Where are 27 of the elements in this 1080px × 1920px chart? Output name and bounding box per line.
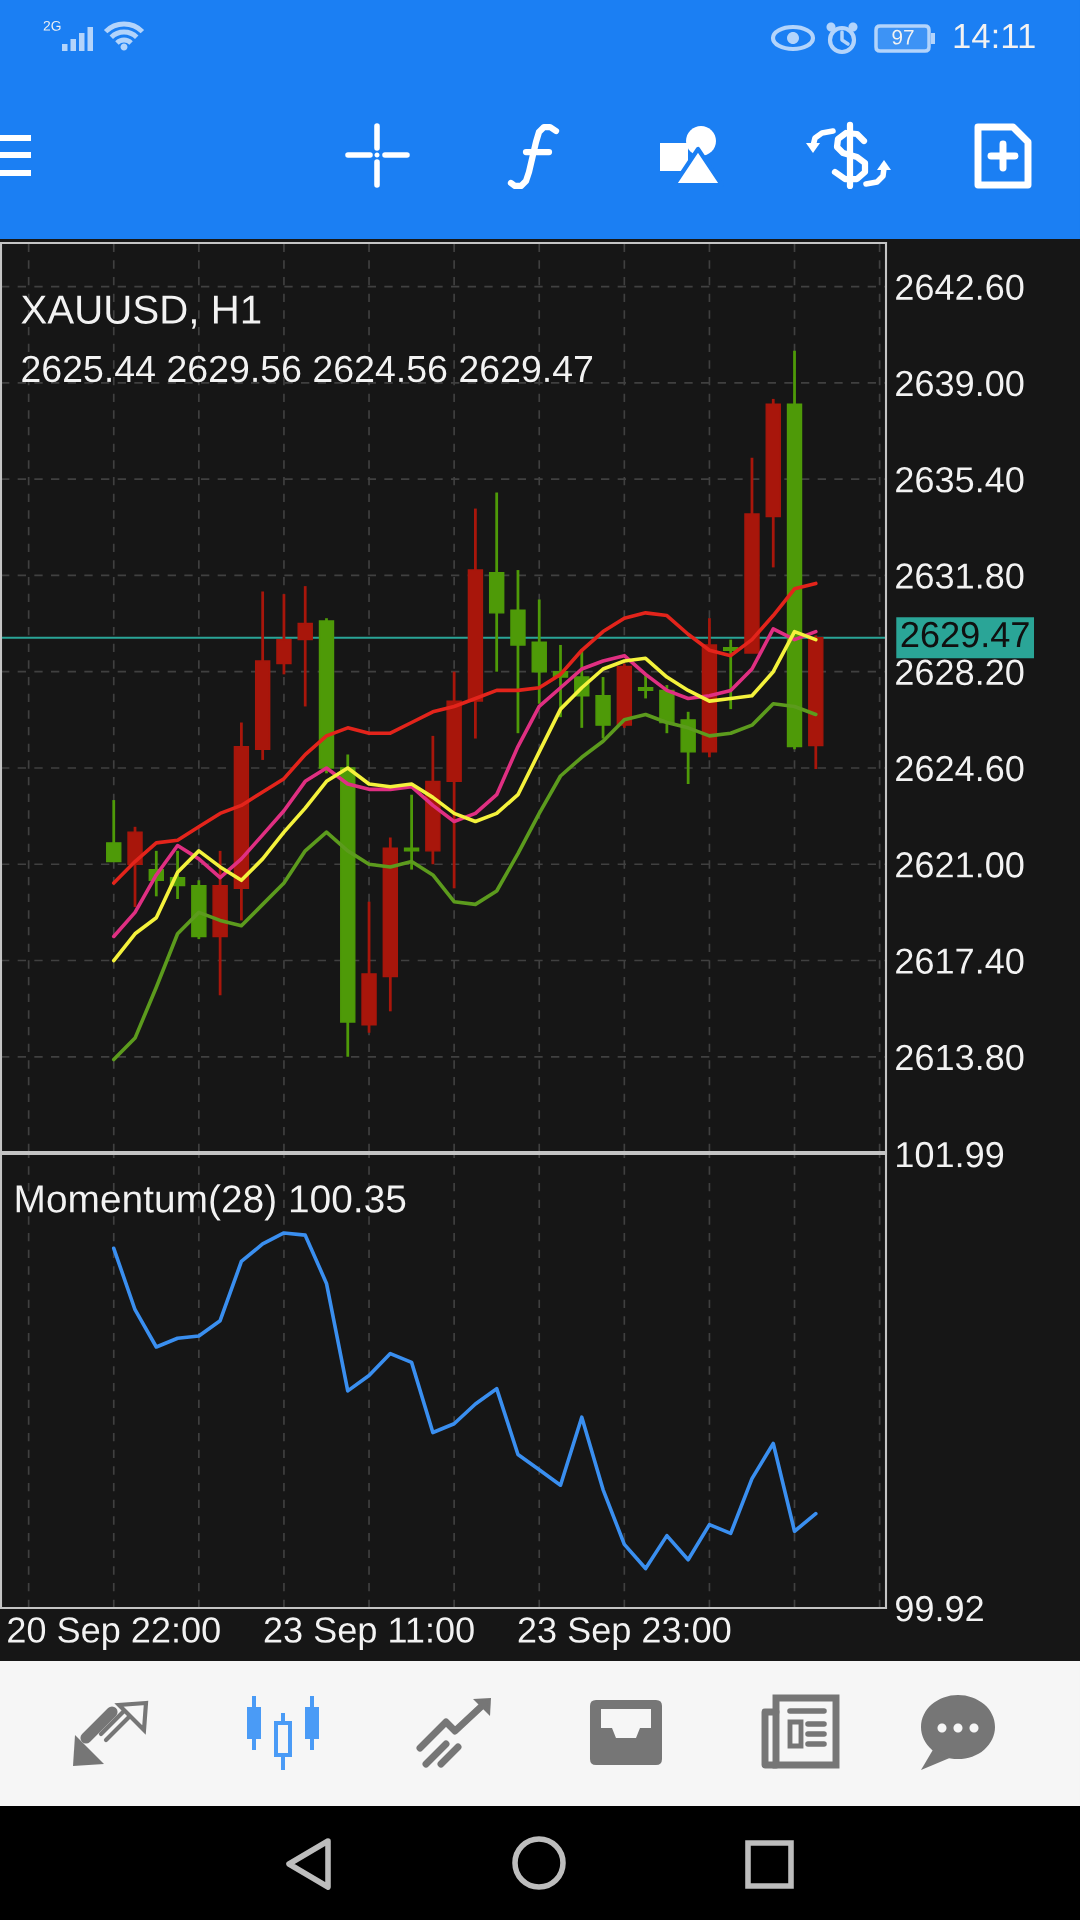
y-tick-label: 2628.20 (896, 659, 1024, 686)
candlestick (403, 793, 420, 871)
candlestick (297, 584, 313, 708)
text: 14:11 (954, 24, 1035, 48)
line-series (111, 1231, 818, 1571)
line-series (111, 701, 818, 1062)
text: 2G (43, 20, 61, 31)
y-tick-label: 99.92 (896, 1595, 983, 1622)
x-tick-label: 23 Sep 11:00 (264, 1617, 474, 1650)
line-series (111, 581, 818, 885)
y-tick-label: 2642.60 (896, 274, 1024, 301)
x-tick-label: 20 Sep 22:00 (8, 1617, 220, 1650)
y-tick-label: 2621.00 (896, 852, 1024, 878)
y-tick-label: 2613.80 (896, 1044, 1024, 1071)
text: XAUUSD, H1 (21, 295, 261, 329)
y-tick-label: 2624.60 (896, 755, 1024, 782)
text: 2625.44 2629.56 2624.56 2629.47 (22, 355, 593, 383)
y-tick-label: 101.99 (897, 1141, 1004, 1168)
ref-line-label: 2629.47 (901, 621, 1029, 648)
x-tick-label: 23 Sep 23:00 (518, 1617, 731, 1650)
y-tick-label: 2617.40 (896, 948, 1024, 974)
text: Momentum(28) 100.35 (16, 1184, 406, 1221)
candlestick (106, 798, 122, 863)
text: 97 (892, 29, 914, 45)
y-tick-label: 2631.80 (896, 563, 1024, 589)
y-tick-label: 2639.00 (896, 370, 1024, 397)
y-tick-label: 2635.40 (896, 467, 1024, 493)
